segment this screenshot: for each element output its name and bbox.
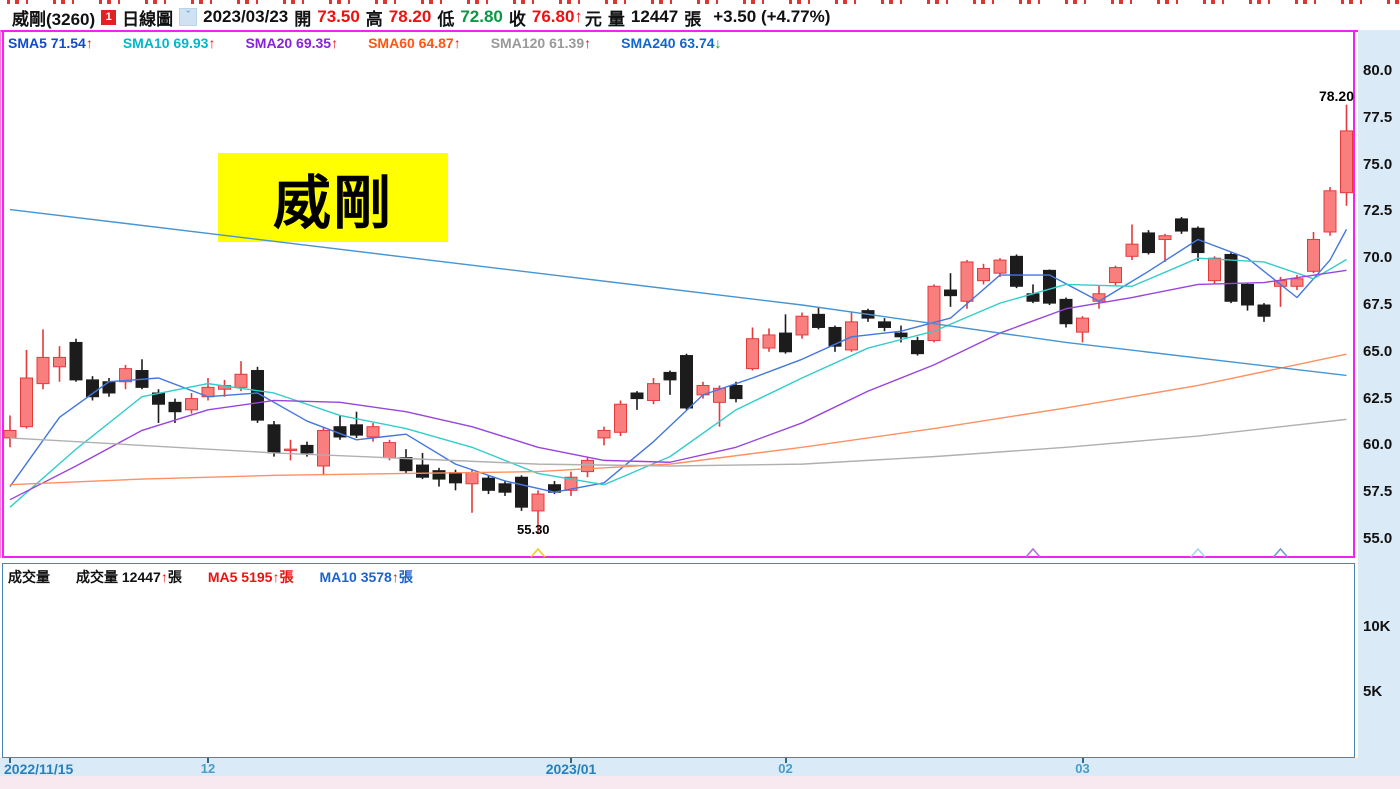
price-tick-label: 55.0	[1363, 530, 1393, 547]
sma-legend: SMA5 71.54↑ SMA10 69.93↑ SMA20 69.35↑ SMA60…	[8, 35, 752, 53]
volume-legend: 成交量 成交量 12447↑張 MA5 5195↑張 MA10 3578↑張	[8, 567, 439, 585]
low-value: 72.80	[460, 7, 503, 26]
sma-legend-item: SMA60 64.87↑	[368, 35, 461, 51]
trend-arrow-icon: ↑	[85, 35, 93, 51]
x-tick-mark	[207, 758, 209, 763]
sma-legend-item: SMA5 71.54↑	[8, 35, 93, 51]
trend-arrow-icon: ↑	[453, 35, 461, 51]
sma-legend-item: SMA20 69.35↑	[245, 35, 339, 51]
open-value: 73.50	[317, 7, 360, 26]
price-tick-label: 62.5	[1363, 389, 1393, 407]
trend-arrow-icon: ↓	[714, 35, 722, 51]
period-selector[interactable]: 日線圖	[122, 9, 174, 29]
x-tick-mark	[784, 758, 787, 763]
high-value: 78.20	[388, 7, 432, 26]
open-label: 開	[294, 9, 312, 29]
x-tick-label: 03	[1075, 761, 1090, 776]
price-tick-label: 72.5	[1363, 202, 1393, 220]
close-value: 76.80	[531, 7, 575, 26]
low-annotation: 55.30	[517, 522, 550, 537]
price-tick-label: 70.0	[1363, 249, 1393, 267]
volume-ma5-indicator: MA5 5195↑張	[207, 569, 294, 585]
price-tick-label: 80.0	[1363, 62, 1393, 79]
price-tick-label: 75.0	[1363, 155, 1393, 173]
high-annotation: 78.20	[1318, 88, 1354, 104]
volume-chart-pane[interactable]	[2, 563, 1355, 758]
tab-badge[interactable]: 1	[101, 9, 117, 25]
bottom-strip	[0, 776, 1400, 789]
up-arrow-icon: ↑	[160, 569, 168, 585]
trade-date: 2023/03/23	[203, 7, 289, 26]
x-tick-mark	[570, 758, 572, 763]
x-axis: 2022/11/15 12 2023/01 02 03	[0, 758, 1400, 777]
volume-unit: 張	[684, 9, 702, 29]
volume-tick-label: 10K	[1363, 618, 1391, 635]
unit-label: 元	[584, 9, 602, 29]
x-tick-mark	[1081, 758, 1084, 763]
price-chart-pane[interactable]	[2, 30, 1355, 558]
sma-legend-item: SMA10 69.93↑	[122, 35, 216, 51]
x-tick-label: 12	[200, 761, 216, 776]
quote-header: 威剛(3260) 1 日線圖 ˇ 2023/03/23 開 73.50 高 78…	[0, 4, 1400, 30]
chevron-down-icon[interactable]: ˇ	[179, 8, 198, 26]
trend-arrow-icon: ↑	[584, 35, 592, 51]
volume-tick-label: 5K	[1363, 683, 1383, 700]
price-tick-label: 65.0	[1363, 342, 1393, 360]
up-arrow-icon: ↑	[391, 569, 399, 585]
pane-left-edge	[0, 30, 1, 558]
volume-label: 量	[607, 9, 625, 29]
volume-indicator: 成交量 12447↑張	[76, 569, 182, 585]
volume-ma10-indicator: MA10 3578↑張	[319, 569, 413, 585]
volume-value: 12447	[630, 7, 679, 26]
volume-pane-title: 成交量	[8, 569, 50, 585]
high-label: 高	[365, 9, 383, 29]
close-label: 收	[508, 9, 526, 29]
stock-name: 威剛(3260)	[12, 9, 96, 29]
stock-watermark-label: 威剛	[218, 153, 448, 242]
price-tick-label: 60.0	[1363, 436, 1393, 454]
x-tick-label: 2023/01	[545, 761, 597, 777]
low-label: 低	[437, 9, 455, 29]
x-tick-label: 02	[778, 761, 793, 776]
sma-legend-item: SMA240 63.74↓	[621, 35, 722, 51]
trend-arrow-icon: ↑	[208, 35, 216, 51]
price-tick-label: 77.5	[1363, 108, 1393, 126]
x-tick-label: 2022/11/15	[4, 761, 74, 777]
up-arrow-icon: ↑	[272, 569, 280, 585]
clipped-tab-row	[0, 0, 1400, 4]
price-tick-label: 57.5	[1363, 483, 1393, 501]
up-arrow-icon: ↑	[574, 7, 583, 26]
right-axis: 80.0 77.5 75.0 72.5 70.0 67.5 65.0 62.5 60.0 57.5…	[1358, 30, 1400, 758]
change-value: +3.50 (+4.77%)	[713, 7, 831, 26]
sma-legend-item: SMA120 61.39↑	[490, 35, 592, 51]
price-tick-label: 67.5	[1363, 296, 1393, 313]
x-tick-mark	[9, 758, 11, 763]
trend-arrow-icon: ↑	[331, 35, 339, 51]
